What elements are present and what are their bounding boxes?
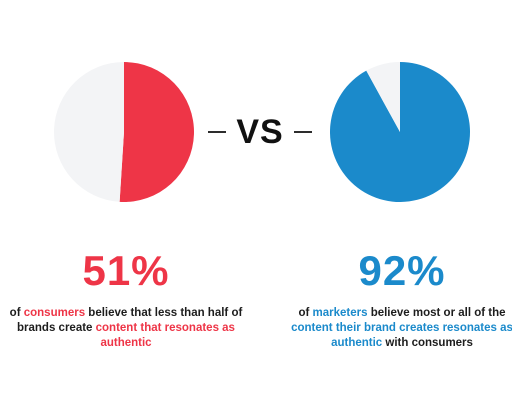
- right-dash: [293, 131, 312, 133]
- versus-divider: VS: [205, 112, 315, 152]
- pie-slice-highlight: [119, 62, 194, 202]
- pie-slice-rest: [366, 62, 400, 132]
- consumers-pie-chart: [54, 62, 194, 202]
- marketers-percent: 92%: [358, 247, 446, 294]
- marketers-pie-chart: [330, 62, 470, 202]
- caption-text: of: [298, 307, 313, 319]
- caption-highlight-marketers: marketers: [312, 307, 368, 319]
- marketers-caption: of marketers believe most or all of the …: [282, 306, 512, 351]
- vs-label: VS: [236, 113, 284, 151]
- caption-text: of: [9, 307, 24, 319]
- consumers-caption: of consumers believe that less than half…: [6, 306, 246, 351]
- pie-slice-rest: [54, 62, 124, 202]
- caption-highlight-content: content their brand creates resonates as…: [291, 322, 512, 349]
- left-dash: [208, 131, 227, 133]
- consumers-percent: 51%: [82, 247, 170, 294]
- caption-highlight-content: content that resonates as authentic: [95, 322, 235, 349]
- caption-text: with consumers: [382, 337, 473, 349]
- caption-text: believe most or all of the: [367, 307, 506, 319]
- caption-text: believe that less than half of brands cr…: [17, 307, 243, 334]
- caption-highlight-consumers: consumers: [23, 307, 86, 319]
